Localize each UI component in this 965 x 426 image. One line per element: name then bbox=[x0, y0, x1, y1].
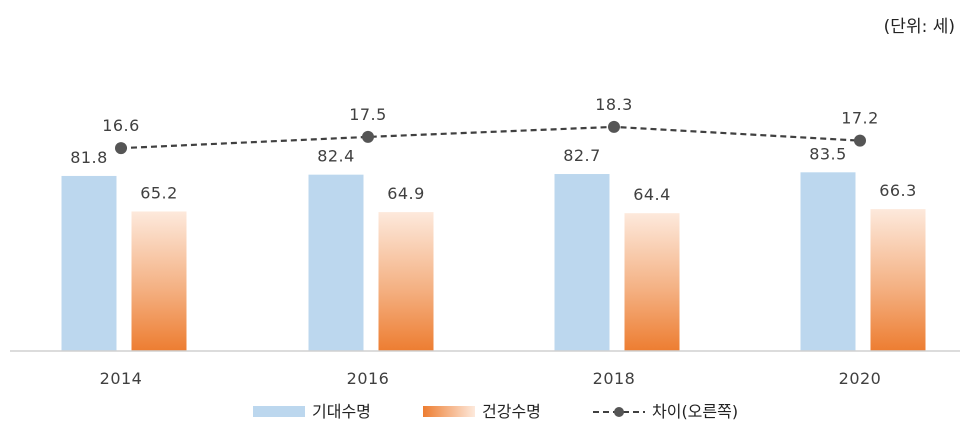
difference-point-2016 bbox=[362, 130, 374, 143]
bar-life-expectancy-2014 bbox=[61, 175, 117, 351]
x-tick-layer: 2014 2016 2018 2020 bbox=[100, 369, 882, 388]
data-label-layer: 81.8 65.2 82.4 64.9 82.7 64.4 83.5 66.3 16.6 17.5… bbox=[70, 95, 917, 204]
bar-life-expectancy-2018 bbox=[554, 174, 610, 351]
bar-healthy-life-2018 bbox=[624, 213, 680, 351]
label-healthy-life-2016: 64.9 bbox=[387, 184, 425, 203]
legend-swatch-life-expectancy bbox=[253, 406, 305, 417]
legend-label-healthy-life: 건강수명 bbox=[482, 402, 541, 421]
label-difference-2016: 17.5 bbox=[349, 105, 387, 124]
label-life-expectancy-2020: 83.5 bbox=[809, 144, 847, 163]
legend-label-life-expectancy: 기대수명 bbox=[312, 402, 371, 421]
label-healthy-life-2020: 66.3 bbox=[879, 181, 917, 200]
legend-label-difference: 차이(오른쪽) bbox=[652, 402, 738, 421]
legend-swatch-healthy-life bbox=[423, 406, 475, 417]
difference-point-2018 bbox=[608, 120, 620, 133]
label-difference-2020: 17.2 bbox=[841, 109, 879, 128]
label-healthy-life-2014: 65.2 bbox=[140, 183, 178, 202]
x-tick-2018: 2018 bbox=[593, 369, 636, 388]
difference-line-layer bbox=[115, 120, 866, 155]
label-life-expectancy-2014: 81.8 bbox=[70, 148, 108, 167]
bar-healthy-life-2016 bbox=[378, 212, 434, 351]
label-healthy-life-2018: 64.4 bbox=[633, 185, 671, 204]
bar-layer bbox=[61, 172, 926, 351]
x-tick-2014: 2014 bbox=[100, 369, 143, 388]
bar-life-expectancy-2016 bbox=[308, 174, 364, 351]
label-life-expectancy-2016: 82.4 bbox=[317, 147, 355, 166]
legend-marker-difference bbox=[614, 407, 624, 417]
unit-label: (단위: 세) bbox=[883, 17, 955, 37]
label-life-expectancy-2018: 82.7 bbox=[563, 146, 601, 165]
x-tick-2020: 2020 bbox=[839, 369, 882, 388]
difference-line bbox=[120, 125, 861, 150]
legend: 기대수명 건강수명 차이(오른쪽) bbox=[253, 402, 738, 421]
difference-point-2020 bbox=[854, 134, 866, 147]
bar-healthy-life-2020 bbox=[870, 209, 926, 351]
x-tick-2016: 2016 bbox=[347, 369, 390, 388]
bar-healthy-life-2014 bbox=[131, 211, 187, 351]
bar-life-expectancy-2020 bbox=[800, 172, 856, 351]
label-difference-2014: 16.6 bbox=[102, 116, 140, 135]
label-difference-2018: 18.3 bbox=[595, 95, 633, 114]
difference-point-2014 bbox=[115, 142, 127, 155]
